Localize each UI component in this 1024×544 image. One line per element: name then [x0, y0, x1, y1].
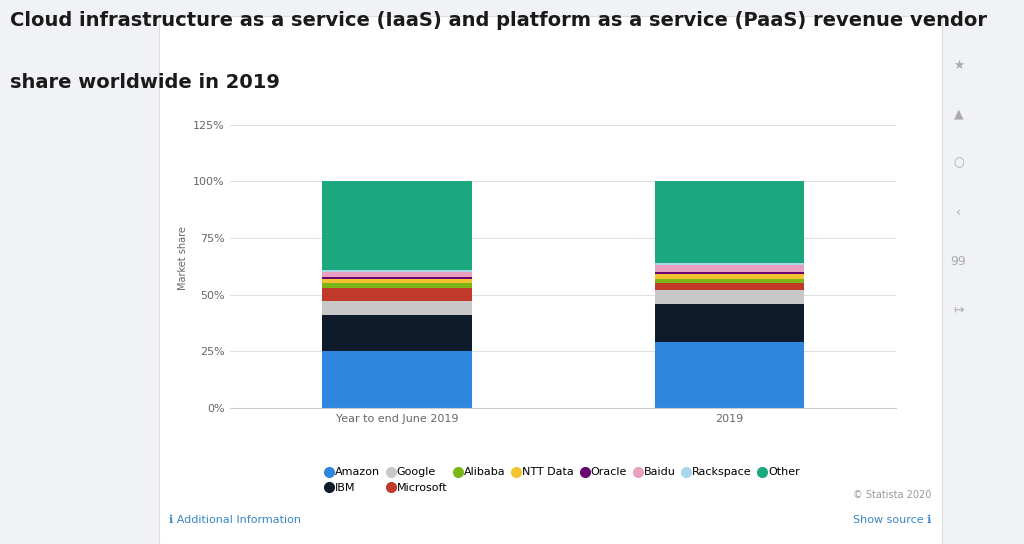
Y-axis label: Market share: Market share [177, 226, 187, 290]
Bar [654, 283, 805, 290]
Bar [322, 301, 472, 315]
Bar [322, 279, 472, 283]
Bar [654, 274, 805, 279]
Bar [322, 276, 472, 279]
Bar [322, 181, 472, 270]
Text: ‹: ‹ [956, 206, 961, 219]
Text: Show source ℹ: Show source ℹ [853, 515, 932, 525]
Bar [654, 304, 805, 342]
Bar [654, 279, 805, 283]
Legend: Amazon, IBM, Google, Microsoft, Alibaba, NTT Data, Oracle, Baidu, Rackspace, Oth: Amazon, IBM, Google, Microsoft, Alibaba,… [326, 467, 801, 493]
Text: ℹ Additional Information: ℹ Additional Information [169, 515, 301, 525]
Text: 99: 99 [950, 255, 967, 268]
Text: ↦: ↦ [953, 304, 964, 317]
Bar [654, 272, 805, 274]
Bar [322, 270, 472, 272]
Text: ▲: ▲ [953, 108, 964, 121]
Text: share worldwide in 2019: share worldwide in 2019 [10, 73, 281, 92]
Bar [322, 272, 472, 276]
Bar [322, 283, 472, 288]
Bar [322, 351, 472, 408]
Text: Cloud infrastructure as a service (IaaS) and platform as a service (PaaS) revenu: Cloud infrastructure as a service (IaaS)… [10, 11, 987, 30]
Text: ○: ○ [953, 157, 964, 170]
Bar [654, 290, 805, 304]
Bar [654, 263, 805, 265]
Bar [654, 342, 805, 408]
Text: ★: ★ [953, 59, 964, 72]
Bar [654, 265, 805, 272]
Bar [322, 288, 472, 301]
Bar [654, 181, 805, 263]
Text: © Statista 2020: © Statista 2020 [853, 491, 932, 500]
Bar [322, 315, 472, 351]
